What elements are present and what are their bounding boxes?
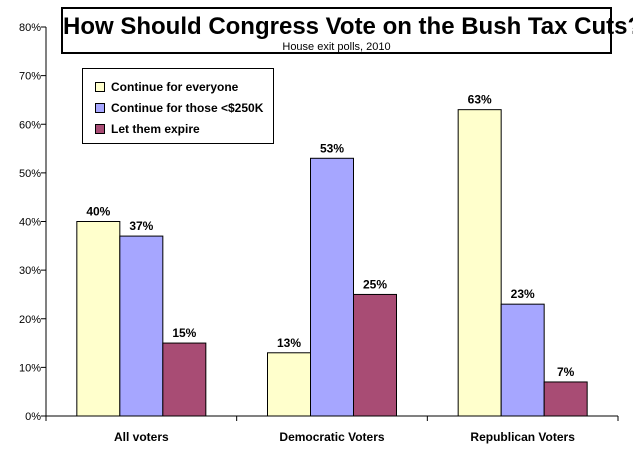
data-label: 25% <box>363 277 387 291</box>
data-label: 13% <box>277 336 301 350</box>
legend-item-continue-everyone: Continue for everyone <box>95 76 273 97</box>
bar <box>500 303 545 417</box>
data-label: 63% <box>468 93 492 107</box>
y-tick-label: 60% <box>19 119 41 131</box>
legend-item-continue-under-250k: Continue for those <$250K <box>95 97 273 118</box>
x-category-label: Democratic Voters <box>279 430 384 444</box>
bar <box>119 235 164 417</box>
data-label: 37% <box>129 219 153 233</box>
legend-item-let-expire: Let them expire <box>95 118 273 139</box>
bar <box>457 109 502 417</box>
y-tick-label: 0% <box>25 411 41 423</box>
legend-swatch <box>95 81 105 92</box>
bar <box>162 342 207 417</box>
y-tick-label: 80% <box>19 22 41 34</box>
legend-label: Let them expire <box>111 121 200 136</box>
bar <box>310 157 354 417</box>
data-label: 23% <box>511 287 535 301</box>
legend: Continue for everyone Continue for those… <box>82 68 274 144</box>
x-category-label: All voters <box>114 430 169 444</box>
data-label: 40% <box>86 205 110 219</box>
chart-title: How Should Congress Vote on the Bush Tax… <box>63 13 633 40</box>
y-tick-label: 40% <box>19 217 41 229</box>
legend-swatch <box>95 123 105 134</box>
y-tick-label: 20% <box>19 314 41 326</box>
legend-label: Continue for those <$250K <box>111 100 264 115</box>
chart-title-box: How Should Congress Vote on the Bush Tax… <box>61 7 633 54</box>
bar <box>353 293 397 417</box>
y-tick-label: 30% <box>19 265 41 277</box>
y-tick-label: 50% <box>19 168 41 180</box>
data-label: 53% <box>320 141 344 155</box>
y-tick-label: 10% <box>19 362 41 374</box>
legend-swatch <box>95 102 105 113</box>
legend-label: Continue for everyone <box>111 79 239 94</box>
bar <box>76 221 121 417</box>
data-label: 15% <box>172 326 196 340</box>
chart-subtitle: House exit polls, 2010 <box>282 41 391 53</box>
y-tick-label: 70% <box>19 71 41 83</box>
bar <box>543 381 588 417</box>
bar <box>267 352 311 417</box>
x-category-label: Republican Voters <box>470 430 575 444</box>
data-label: 7% <box>557 365 575 379</box>
